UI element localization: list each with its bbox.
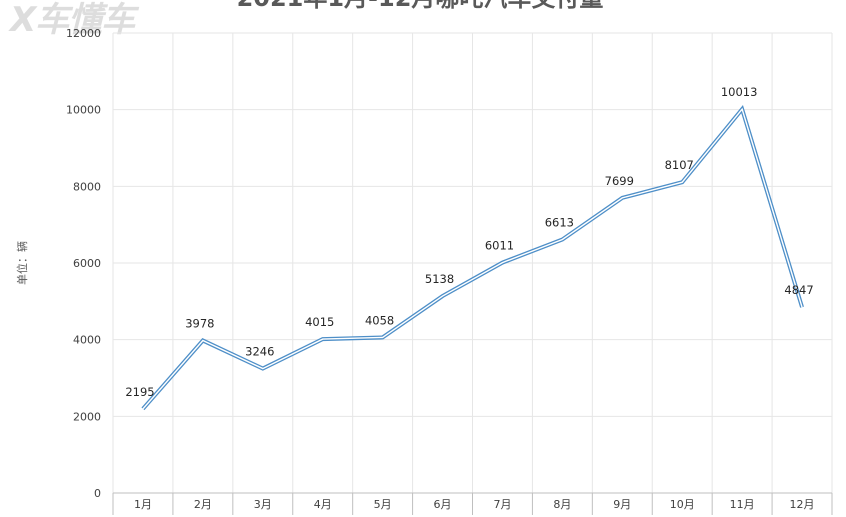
data-label: 6011 — [485, 239, 514, 253]
y-tick-label: 12000 — [66, 27, 101, 40]
data-labels: 2195 3978 3246 4015 4058 5138 6011 6613 7699 8107… — [125, 85, 813, 399]
y-tick-label: 2000 — [73, 410, 101, 423]
data-label: 2195 — [125, 385, 154, 399]
y-tick-label: 10000 — [66, 104, 101, 117]
grid — [112, 32, 833, 493]
x-tick-label: 7月 — [493, 498, 511, 511]
y-tick-label: 4000 — [73, 334, 101, 347]
series-line-inner — [142, 107, 803, 410]
data-label: 4847 — [784, 283, 813, 297]
x-tick-label: 8月 — [553, 498, 571, 511]
data-label: 6613 — [545, 216, 574, 230]
chart-title: 2021年1月-12月哪吒汽车交付量 — [237, 0, 604, 12]
data-label: 7699 — [605, 174, 634, 188]
y-tick-label: 8000 — [73, 180, 101, 193]
data-label: 10013 — [721, 85, 758, 99]
x-tick-label: 11月 — [730, 498, 755, 511]
data-label: 8107 — [665, 158, 694, 172]
x-tick-label: 4月 — [314, 498, 332, 511]
x-tick-label: 1月 — [134, 498, 152, 511]
axes: 0 2000 4000 6000 8000 10000 12000 1月 2月 3月 4月 5月 6月 7… — [66, 27, 833, 515]
y-tick-label: 6000 — [73, 257, 101, 270]
x-tick-label: 6月 — [434, 498, 452, 511]
y-tick-label: 0 — [94, 487, 101, 500]
data-label: 4015 — [305, 315, 334, 329]
x-tick-label: 9月 — [613, 498, 631, 511]
x-tick-label: 2月 — [194, 498, 212, 511]
x-tick-label: 3月 — [254, 498, 272, 511]
data-label: 3246 — [245, 345, 274, 359]
x-tick-label: 10月 — [670, 498, 695, 511]
series-line — [141, 105, 804, 411]
x-tick-label: 5月 — [374, 498, 392, 511]
x-tick-label: 12月 — [790, 498, 815, 511]
data-label: 3978 — [185, 317, 214, 331]
data-label: 5138 — [425, 272, 454, 286]
y-axis-label: 单位：辆 — [15, 241, 29, 285]
data-label: 4058 — [365, 313, 394, 327]
